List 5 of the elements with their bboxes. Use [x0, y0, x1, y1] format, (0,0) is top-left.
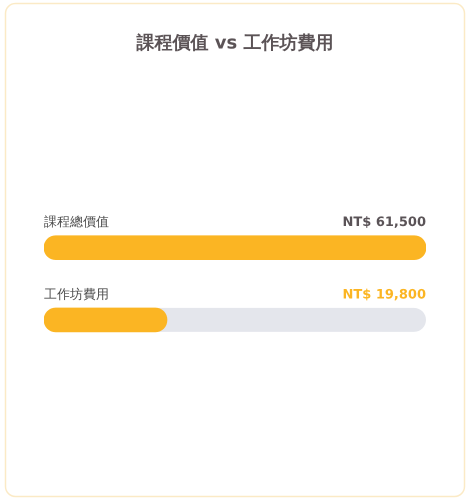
- y-tick-label: 工作坊費用: [44, 287, 109, 302]
- chart-title: 課程價值 vs 工作坊費用: [136, 32, 334, 54]
- y-tick-label: 課程總價值: [44, 215, 109, 230]
- data-label: NT$ 19,800: [342, 287, 426, 302]
- data-label: NT$ 61,500: [342, 215, 426, 230]
